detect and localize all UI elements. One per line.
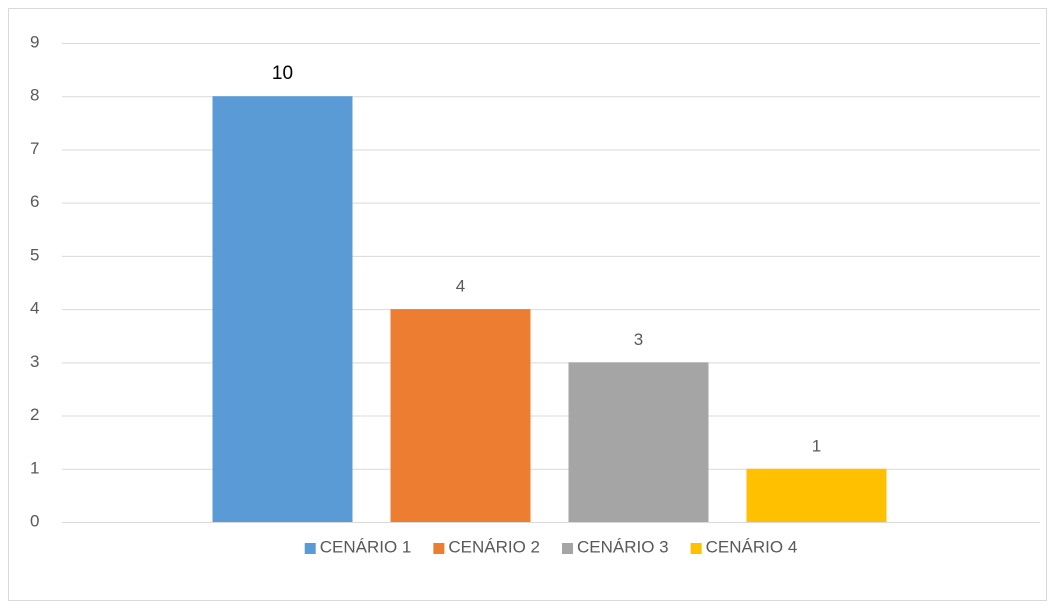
bar (212, 96, 353, 522)
legend-label: CENÁRIO 3 (577, 537, 669, 556)
y-tick-label: 0 (30, 511, 39, 530)
y-tick-label: 7 (30, 139, 39, 158)
bar (568, 362, 709, 522)
data-label: 10 (272, 63, 293, 84)
y-tick-label: 3 (30, 352, 39, 371)
bar (390, 309, 531, 522)
legend-swatch (433, 543, 445, 554)
legend-swatch (562, 543, 573, 554)
data-label: 3 (634, 330, 643, 349)
legend-label: CENÁRIO 2 (448, 537, 540, 556)
data-label: 1 (812, 436, 821, 455)
y-tick-label: 8 (30, 86, 39, 105)
y-tick-label: 1 (30, 458, 39, 477)
y-tick-label: 5 (30, 245, 39, 264)
legend-swatch (690, 543, 702, 554)
y-tick-label: 2 (30, 405, 39, 424)
y-tick-label: 9 (30, 32, 39, 51)
legend-swatch (304, 543, 316, 554)
bar (746, 468, 887, 522)
data-label: 4 (456, 277, 465, 296)
legend-label: CENÁRIO 1 (320, 537, 412, 556)
y-tick-label: 4 (30, 299, 39, 318)
legend-label: CENÁRIO 4 (706, 537, 798, 556)
y-tick-label: 6 (30, 192, 39, 211)
